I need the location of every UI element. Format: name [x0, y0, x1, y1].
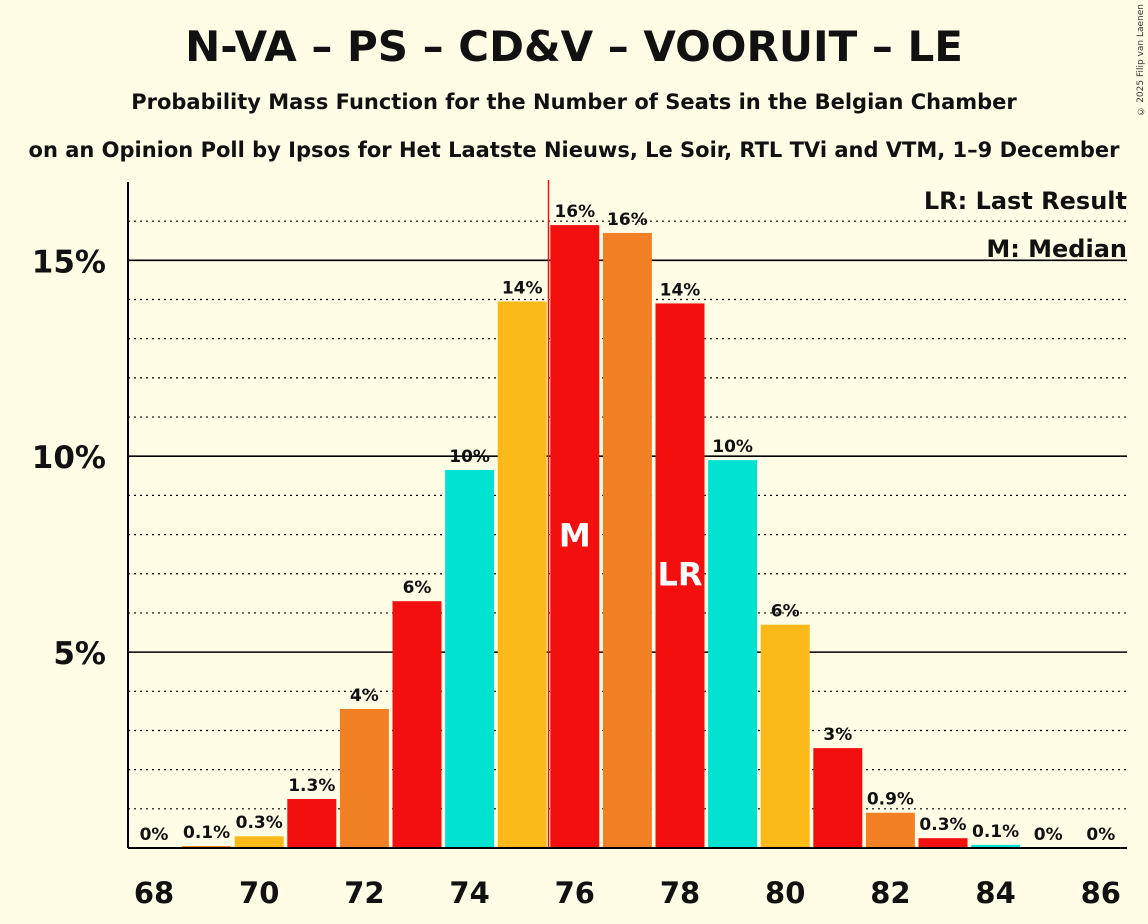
bar-label-79: 10%: [712, 437, 753, 457]
bar-label-72: 4%: [350, 686, 379, 706]
bar-label-71: 1.3%: [288, 776, 335, 796]
bar-label-68: 0%: [140, 825, 169, 845]
bar-label-82: 0.9%: [867, 790, 914, 810]
bar-label-86: 0%: [1086, 825, 1115, 845]
bar-76: [550, 225, 600, 848]
bar-79: [708, 460, 758, 848]
x-tick-label-68: 68: [134, 876, 174, 910]
bar-82: [865, 812, 915, 848]
bar-label-75: 14%: [502, 278, 543, 298]
chart-title: N-VA – PS – CD&V – VOORUIT – LE: [185, 22, 963, 71]
median-marker: M: [559, 517, 591, 555]
axes: 68 70 72 74 76 78 80 82 84 86 5% 10% 15%: [32, 182, 1127, 910]
bar-label-69: 0.1%: [183, 823, 230, 843]
bar-label-84: 0.1%: [972, 822, 1019, 842]
y-tick-label-15: 15%: [32, 244, 106, 280]
x-tick-label-78: 78: [660, 876, 700, 910]
legend-median: M: Median: [986, 235, 1127, 263]
bar-label-74: 10%: [449, 447, 490, 467]
y-tick-label-5: 5%: [53, 636, 106, 672]
bar-75: [497, 301, 547, 848]
bar-70: [234, 836, 284, 848]
bar-74: [445, 469, 495, 848]
bar-label-81: 3%: [823, 725, 852, 745]
bar-83: [918, 838, 968, 848]
legend-last-result: LR: Last Result: [924, 187, 1127, 215]
bar-label-77: 16%: [607, 210, 648, 230]
legend: LR: Last Result M: Median: [924, 187, 1127, 263]
bar-label-70: 0.3%: [236, 813, 283, 833]
x-tick-label-72: 72: [344, 876, 384, 910]
bar-77: [602, 232, 652, 848]
bar-label-73: 6%: [403, 578, 432, 598]
bars: 0% 0.1% 0.3%1.3%4%6%10%14%16% 16%14%10%6%3%…: [140, 180, 1115, 849]
chart-subtitle-poll: on an Opinion Poll by Ipsos for Het Laat…: [28, 138, 1120, 162]
bar-73: [392, 601, 442, 848]
bar-label-76: 16%: [554, 202, 595, 222]
bar-72: [339, 708, 389, 848]
x-tick-label-86: 86: [1081, 876, 1121, 910]
bar-label-83: 0.3%: [919, 815, 966, 835]
x-tick-label-80: 80: [765, 876, 805, 910]
bar-84: [971, 844, 1021, 848]
bar-81: [813, 748, 863, 848]
y-tick-label-10: 10%: [32, 440, 106, 476]
bar-label-80: 6%: [771, 602, 800, 622]
x-tick-label-82: 82: [870, 876, 910, 910]
bar-label-78: 14%: [660, 280, 701, 300]
bar-71: [287, 799, 337, 848]
x-tick-label-74: 74: [449, 876, 489, 910]
x-tick-label-76: 76: [555, 876, 595, 910]
bar-80: [760, 624, 810, 848]
bar-label-85: 0%: [1034, 825, 1063, 845]
chart-subtitle: Probability Mass Function for the Number…: [131, 90, 1017, 114]
bar-78: [655, 303, 705, 849]
x-tick-label-84: 84: [975, 876, 1015, 910]
last-result-marker: LR: [657, 556, 702, 594]
x-tick-label-70: 70: [239, 876, 279, 910]
